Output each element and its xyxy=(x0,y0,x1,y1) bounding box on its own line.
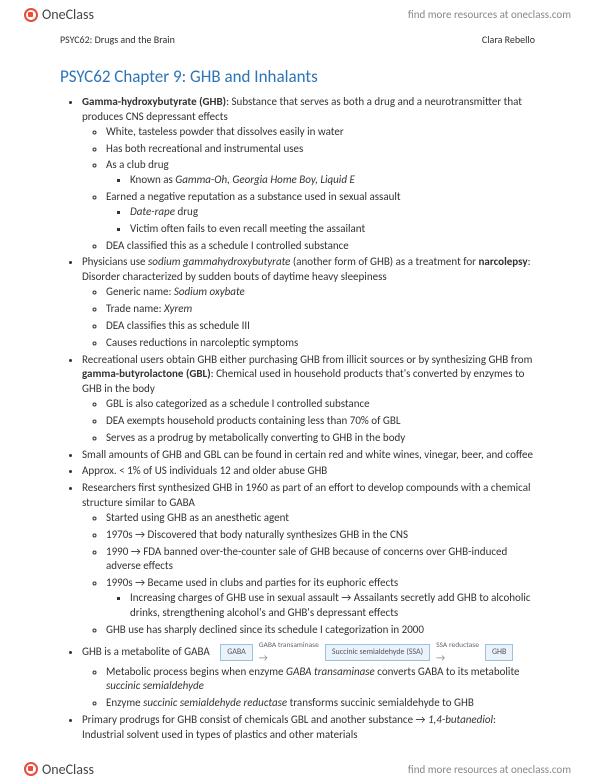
list-item: Approx. < 1% of US individuals 12 and ol… xyxy=(82,464,535,479)
author-name: Clara Rebello xyxy=(482,33,535,46)
course-header: PSYC62: Drugs and the Brain Clara Rebell… xyxy=(60,33,535,46)
arrow-icon: → xyxy=(436,651,445,664)
list-item: Date-rape drug xyxy=(130,205,535,220)
notes-list: Gamma-hydroxybutyrate (GHB): Substance t… xyxy=(60,95,535,743)
list-item: White, tasteless powder that dissolves e… xyxy=(106,125,535,140)
list-item: As a club drug Known as Gamma-Oh, Georgi… xyxy=(106,158,535,188)
list-item: Started using GHB as an anesthetic agent xyxy=(106,511,535,526)
list-item: Earned a negative reputation as a substa… xyxy=(106,190,535,237)
list-item: Serves as a prodrug by metabolically con… xyxy=(106,431,535,446)
term-gbl: gamma-butyrolactone (GBL) xyxy=(82,367,211,380)
brand-logo: OneClass xyxy=(24,761,94,778)
list-item: Has both recreational and instrumental u… xyxy=(106,142,535,157)
brand-name: OneClass xyxy=(42,761,94,778)
course-code: PSYC62: Drugs and the Brain xyxy=(60,33,175,46)
list-item: DEA classifies this as schedule III xyxy=(106,319,535,334)
list-item: Victim often fails to even recall meetin… xyxy=(130,222,535,237)
list-item: Known as Gamma-Oh, Georgia Home Boy, Liq… xyxy=(130,173,535,188)
chapter-title: PSYC62 Chapter 9: GHB and Inhalants xyxy=(60,66,535,87)
list-item: GBL is also categorized as a schedule I … xyxy=(106,397,535,412)
list-item: DEA exempts household products containin… xyxy=(106,414,535,429)
diagram-node: GHB xyxy=(485,644,513,661)
logo-icon xyxy=(24,8,38,22)
page-content: PSYC62: Drugs and the Brain Clara Rebell… xyxy=(0,29,595,755)
list-item: Gamma-hydroxybutyrate (GHB): Substance t… xyxy=(82,95,535,253)
arrow-icon: → xyxy=(259,651,268,664)
gaba-diagram: GABA GABA transaminase→ Succinic semiald… xyxy=(220,640,513,665)
diagram-edge: GABA transaminase→ xyxy=(259,640,319,665)
list-item: Physicians use sodium gammahydroxybutyra… xyxy=(82,255,535,350)
diagram-edge: SSA reductase→ xyxy=(436,640,479,665)
list-item: Increasing charges of GHB use in sexual … xyxy=(130,591,535,621)
list-item: GHB use has sharply declined since its s… xyxy=(106,623,535,638)
logo-icon xyxy=(24,762,38,776)
list-item: Metabolic process begins when enzyme GAB… xyxy=(106,665,535,695)
top-bar: OneClass find more resources at oneclass… xyxy=(0,0,595,29)
term-ghb: Gamma-hydroxybutyrate (GHB) xyxy=(82,95,226,108)
list-item: DEA classified this as a schedule I cont… xyxy=(106,239,535,254)
brand-logo: OneClass xyxy=(24,6,94,23)
bottom-bar: OneClass find more resources at oneclass… xyxy=(0,755,595,784)
list-item: Researchers first synthesized GHB in 196… xyxy=(82,481,535,637)
list-item: Trade name: Xyrem xyxy=(106,302,535,317)
list-item: Enzyme succinic semialdehyde reductase t… xyxy=(106,696,535,711)
term-narcolepsy: narcolepsy xyxy=(479,255,528,268)
list-item: 1970s → Discovered that body naturally s… xyxy=(106,528,535,543)
tagline: find more resources at oneclass.com xyxy=(408,763,571,776)
list-item: Recreational users obtain GHB either pur… xyxy=(82,353,535,446)
diagram-node: GABA xyxy=(220,644,253,661)
list-item: Primary prodrugs for GHB consist of chem… xyxy=(82,713,535,743)
list-item: Small amounts of GHB and GBL can be foun… xyxy=(82,448,535,463)
list-item: 1990s → Became used in clubs and parties… xyxy=(106,576,535,621)
tagline: find more resources at oneclass.com xyxy=(408,8,571,21)
brand-name: OneClass xyxy=(42,6,94,23)
list-item: 1990 → FDA banned over-the-counter sale … xyxy=(106,545,535,575)
list-item: Causes reductions in narcoleptic symptom… xyxy=(106,336,535,351)
diagram-node: Succinic semialdehyde (SSA) xyxy=(325,644,430,661)
list-item: GHB is a metabolite of GABA GABA GABA tr… xyxy=(82,640,535,711)
list-item: Generic name: Sodium oxybate xyxy=(106,285,535,300)
